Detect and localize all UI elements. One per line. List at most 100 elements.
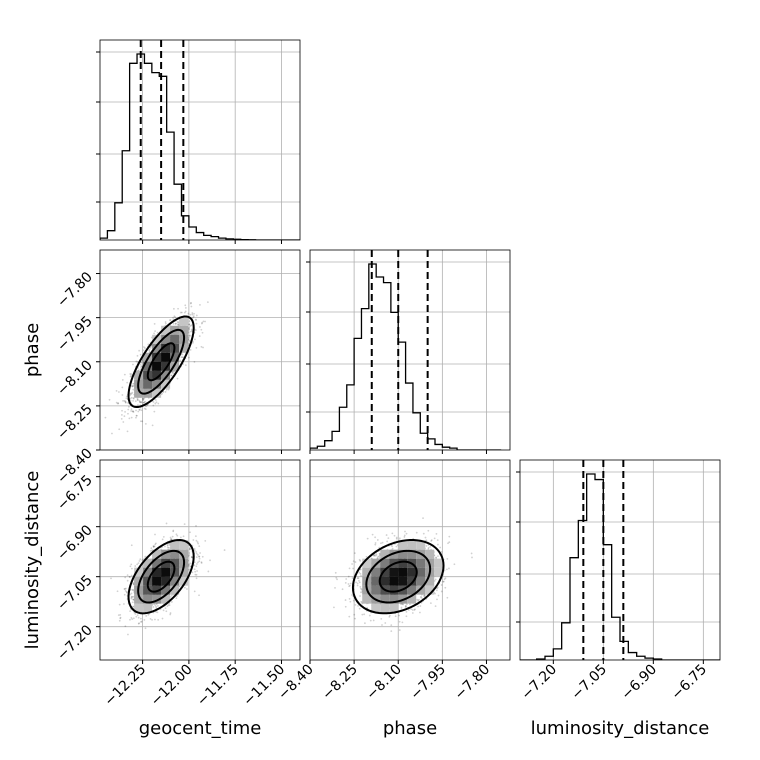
sample-point xyxy=(195,577,198,580)
sample-point xyxy=(188,552,191,554)
sample-point xyxy=(188,334,190,337)
sample-point xyxy=(125,395,128,398)
density-cell xyxy=(179,316,189,326)
contour-line xyxy=(127,315,195,409)
sample-point xyxy=(184,310,187,313)
sample-point xyxy=(154,533,156,536)
sample-point xyxy=(141,420,144,423)
sample-point xyxy=(192,315,195,318)
sample-point xyxy=(167,546,170,549)
sample-point xyxy=(176,595,178,597)
sample-point xyxy=(108,398,111,401)
sample-point xyxy=(195,524,197,527)
sample-point xyxy=(129,610,132,613)
sample-point xyxy=(393,534,396,537)
sample-point xyxy=(135,409,137,412)
sample-point xyxy=(359,572,362,575)
sample-point xyxy=(136,361,139,363)
sample-point xyxy=(433,537,436,540)
sample-point xyxy=(175,597,178,600)
sample-point xyxy=(195,319,198,321)
sample-point xyxy=(446,568,448,571)
sample-point xyxy=(190,556,193,558)
density-cell xyxy=(161,558,171,568)
sample-point xyxy=(131,385,134,388)
sample-point xyxy=(354,603,357,606)
sample-point xyxy=(187,312,190,315)
sample-point xyxy=(161,392,163,395)
sample-point xyxy=(391,545,394,548)
sample-point xyxy=(153,332,156,335)
sample-point xyxy=(142,401,145,404)
sample-point xyxy=(380,542,382,545)
ytick-label-phase: −8.25 xyxy=(54,401,96,443)
sample-point xyxy=(165,388,168,391)
sample-point xyxy=(360,574,362,577)
sample-point xyxy=(137,562,140,564)
contour-line xyxy=(146,560,176,593)
sample-point xyxy=(177,307,179,310)
sample-point xyxy=(188,323,191,326)
ytick-label-phase: −7.95 xyxy=(54,313,96,355)
sample-point xyxy=(135,360,138,363)
sample-point xyxy=(188,340,191,342)
sample-point xyxy=(191,313,194,316)
sample-point xyxy=(169,319,172,321)
sample-point xyxy=(171,372,174,374)
sample-point xyxy=(157,618,160,621)
sample-point xyxy=(198,557,201,560)
density-cell xyxy=(170,558,180,568)
sample-point xyxy=(169,612,172,614)
sample-point xyxy=(136,397,139,400)
sample-point xyxy=(130,617,133,619)
sample-point xyxy=(124,401,127,403)
sample-point xyxy=(123,593,126,596)
sample-point xyxy=(151,619,153,621)
sample-point xyxy=(161,617,164,620)
sample-point xyxy=(132,388,135,391)
sample-point xyxy=(201,321,204,324)
sample-point xyxy=(139,420,142,423)
xlabel-luminosity-distance: luminosity_distance xyxy=(531,718,710,739)
sample-point xyxy=(130,596,133,599)
sample-point xyxy=(118,603,121,606)
sample-point xyxy=(148,350,151,353)
sample-point xyxy=(198,545,201,548)
sample-point xyxy=(204,539,207,542)
sample-point xyxy=(153,603,156,606)
density-cell xyxy=(134,388,144,398)
sample-point xyxy=(142,397,145,400)
sample-point xyxy=(360,591,362,594)
sample-point xyxy=(177,323,180,326)
sample-point xyxy=(429,602,432,605)
sample-point xyxy=(398,629,401,631)
sample-point xyxy=(200,345,203,348)
sample-point xyxy=(442,580,445,583)
sample-point xyxy=(134,613,137,615)
sample-point xyxy=(132,598,134,601)
sample-point xyxy=(194,535,197,538)
sample-point xyxy=(167,604,170,606)
sample-point xyxy=(174,323,177,325)
sample-point xyxy=(406,603,408,606)
sample-point xyxy=(132,363,134,366)
density-cell xyxy=(161,334,171,344)
sample-point xyxy=(187,563,190,566)
sample-point xyxy=(144,555,147,558)
sample-point xyxy=(181,311,183,314)
sample-point xyxy=(194,570,197,573)
ytick-label-luminosity_distance: −6.90 xyxy=(54,522,96,564)
sample-point xyxy=(138,399,141,402)
sample-point xyxy=(172,322,175,325)
sample-point xyxy=(165,522,168,525)
sample-point xyxy=(156,611,159,614)
sample-point xyxy=(170,374,173,377)
sample-point xyxy=(130,574,133,577)
sample-point xyxy=(446,557,449,560)
sample-point xyxy=(196,563,198,565)
sample-point xyxy=(376,539,379,541)
sample-point xyxy=(136,563,139,566)
density-cell xyxy=(179,343,189,353)
sample-point xyxy=(154,399,157,401)
sample-point xyxy=(141,559,144,561)
